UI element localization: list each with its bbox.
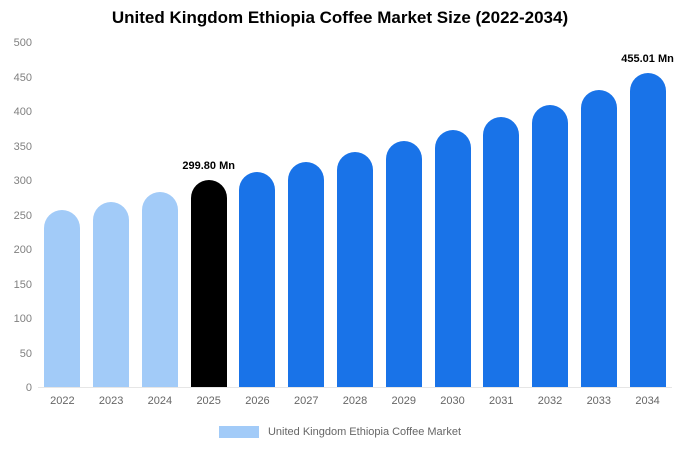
bar-2023[interactable] (93, 202, 130, 387)
y-axis: 0 50 100 150 200 250 300 350 400 450 500 (4, 37, 32, 394)
bar-2032[interactable] (532, 104, 569, 387)
bar-2031[interactable] (483, 117, 520, 387)
bar-slot-2022: 2022 (38, 43, 87, 407)
y-tick: 150 (13, 278, 32, 291)
bar-slot-2027: 2027 (282, 43, 331, 407)
bar-2028[interactable] (336, 151, 373, 387)
bar-2024[interactable] (141, 191, 178, 387)
bar-slot-2029: 2029 (379, 43, 428, 407)
x-tick-2024: 2024 (147, 395, 173, 407)
y-tick: 50 (19, 347, 32, 360)
y-tick: 0 (25, 382, 32, 394)
bar-slot-2034: 455.01 Mn 2034 (621, 43, 674, 407)
x-tick-2027: 2027 (293, 395, 319, 407)
bar-slot-2025: 299.80 Mn 2025 (182, 43, 235, 407)
bar-2027[interactable] (288, 162, 325, 387)
y-tick: 500 (13, 37, 32, 49)
data-label-2034: 455.01 Mn (621, 53, 674, 66)
x-tick-2030: 2030 (440, 395, 465, 407)
bar-slot-2023: 2023 (87, 43, 136, 407)
x-tick-2034: 2034 (635, 395, 660, 407)
bar-slot-2031: 2031 (477, 43, 526, 407)
x-tick-2031: 2031 (489, 395, 514, 407)
y-tick: 200 (13, 244, 32, 256)
plot-area: 2022 2023 2024 299.80 Mn 2025 2026 2027 2028 202… (38, 43, 674, 407)
x-tick-2025: 2025 (196, 395, 221, 407)
x-tick-2022: 2022 (50, 395, 75, 407)
legend[interactable]: United Kingdom Ethiopia Coffee Market (0, 426, 680, 438)
legend-swatch-icon (218, 426, 259, 438)
bar-2025[interactable] (190, 180, 227, 387)
bar-2033[interactable] (580, 90, 617, 387)
bar-slot-2030: 2030 (428, 43, 477, 407)
legend-label: United Kingdom Ethiopia Coffee Market (267, 426, 461, 438)
bar-slot-2024: 2024 (136, 43, 185, 407)
y-tick: 400 (13, 106, 32, 118)
y-tick: 450 (13, 71, 32, 84)
y-tick: 100 (13, 313, 32, 325)
bar-2026[interactable] (239, 171, 276, 387)
data-label-2025: 299.80 Mn (182, 160, 235, 173)
bar-2022[interactable] (44, 210, 81, 387)
bar-slot-2026: 2026 (233, 43, 282, 407)
bar-slot-2033: 2033 (574, 43, 623, 407)
x-tick-2028: 2028 (342, 395, 368, 407)
x-tick-2023: 2023 (98, 395, 124, 407)
x-tick-2033: 2033 (586, 395, 612, 407)
x-tick-2032: 2032 (537, 395, 563, 407)
bar-2034[interactable] (629, 73, 666, 387)
bar-slot-2032: 2032 (526, 43, 575, 407)
x-tick-2029: 2029 (391, 395, 416, 407)
bar-2030[interactable] (434, 129, 471, 387)
chart-title: United Kingdom Ethiopia Coffee Market Si… (111, 8, 569, 27)
y-tick: 300 (13, 175, 32, 187)
bar-slot-2028: 2028 (331, 43, 380, 407)
y-tick: 350 (13, 140, 32, 153)
x-tick-2026: 2026 (245, 395, 270, 407)
y-tick: 250 (13, 209, 32, 222)
bar-2029[interactable] (385, 140, 422, 387)
